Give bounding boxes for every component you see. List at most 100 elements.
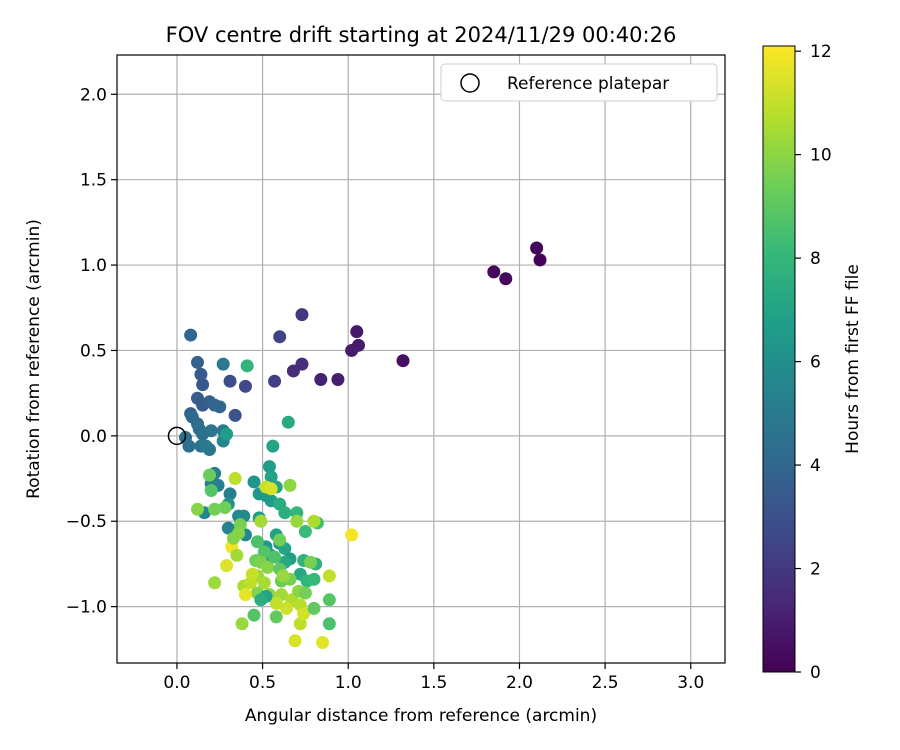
data-point: [266, 439, 280, 453]
y-tick-label: −1.0: [66, 598, 107, 618]
colorbar-tick-label: 10: [810, 146, 832, 166]
data-point: [499, 272, 513, 286]
data-point: [283, 478, 297, 492]
data-point: [223, 487, 237, 501]
colorbar-tick-label: 6: [810, 353, 821, 373]
data-point: [307, 514, 321, 528]
data-points: [179, 241, 547, 650]
data-point: [293, 617, 307, 631]
data-point: [238, 379, 252, 393]
data-point: [316, 636, 330, 650]
data-point: [257, 545, 271, 559]
data-point: [216, 357, 230, 371]
y-tick-label: 1.5: [80, 171, 107, 191]
colorbar-tick-label: 8: [810, 249, 821, 269]
data-point: [194, 367, 208, 381]
data-point: [196, 378, 210, 392]
y-tick-label: 1.0: [80, 256, 107, 276]
data-point: [297, 606, 311, 620]
data-point: [290, 514, 304, 528]
data-point: [238, 588, 252, 602]
data-point: [345, 343, 359, 357]
data-point: [245, 567, 259, 581]
y-tick-label: −0.5: [66, 512, 107, 532]
data-point: [199, 439, 213, 453]
plot-area: [117, 55, 725, 663]
data-point: [221, 521, 235, 535]
data-point: [322, 593, 336, 607]
data-point: [204, 484, 218, 498]
x-tick-label: 2.5: [592, 673, 619, 693]
x-axis-label: Angular distance from reference (arcmin): [245, 706, 597, 726]
legend-box: [440, 63, 718, 102]
data-point: [182, 439, 196, 453]
data-point: [228, 472, 242, 486]
data-point: [268, 550, 282, 564]
plot-frame: [116, 54, 726, 664]
data-point: [276, 569, 290, 583]
data-point: [273, 533, 287, 547]
data-point: [281, 415, 295, 429]
data-point: [345, 528, 359, 542]
data-point: [204, 424, 218, 438]
data-point: [257, 576, 271, 590]
data-point: [213, 400, 227, 414]
data-point: [220, 427, 234, 441]
legend-entry-reference-platepar: Reference platepar: [507, 74, 669, 94]
data-point: [250, 535, 264, 549]
data-point: [350, 325, 364, 339]
x-tick-label: 0.5: [249, 673, 276, 693]
data-point: [307, 572, 321, 586]
y-tick-label: 0.0: [80, 427, 107, 447]
data-point: [533, 253, 547, 267]
x-tick-label: 0.0: [163, 673, 190, 693]
data-point: [286, 364, 300, 378]
legend-marker: [460, 73, 480, 93]
data-point: [223, 374, 237, 388]
colorbar-gradient: [762, 45, 796, 673]
data-point: [331, 372, 345, 386]
data-point: [280, 601, 294, 615]
colorbar-tick-label: 4: [810, 456, 821, 476]
data-point: [264, 470, 278, 484]
reference-platepar-marker: [167, 426, 187, 446]
data-point: [232, 526, 246, 540]
data-point: [247, 475, 261, 489]
data-point: [235, 617, 249, 631]
colorbar: 0 2 4 6 8 10 12 Hours from first FF file: [762, 42, 863, 683]
data-point: [268, 374, 282, 388]
data-point: [190, 355, 204, 369]
data-point: [304, 555, 318, 569]
y-axis-ticks: −1.0 −0.5 0.0 0.5 1.0 1.5 2.0: [66, 85, 117, 618]
x-axis-ticks: 0.0 0.5 1.0 1.5 2.0 2.5 3.0: [163, 663, 704, 693]
colorbar-tick-label: 12: [810, 42, 832, 62]
data-point: [208, 502, 222, 516]
colorbar-tick-label: 2: [810, 560, 821, 580]
data-point: [322, 617, 336, 631]
colorbar-tick-label: 0: [810, 663, 821, 683]
colorbar-ticks: 0 2 4 6 8 10 12: [795, 42, 832, 683]
data-point: [288, 634, 302, 648]
data-point: [262, 460, 276, 474]
data-point: [230, 548, 244, 562]
data-point: [307, 601, 321, 615]
data-point: [220, 559, 234, 573]
data-point: [228, 408, 242, 422]
colorbar-label: Hours from first FF file: [843, 264, 863, 454]
data-point: [184, 328, 198, 342]
data-point: [269, 596, 283, 610]
data-point: [264, 482, 278, 496]
x-tick-label: 1.5: [420, 673, 447, 693]
data-point: [190, 502, 204, 516]
y-tick-label: 2.0: [80, 85, 107, 105]
data-point: [396, 354, 410, 368]
data-point: [298, 586, 312, 600]
data-point: [208, 576, 222, 590]
x-tick-label: 1.0: [335, 673, 362, 693]
data-point: [254, 514, 268, 528]
chart-title: FOV centre drift starting at 2024/11/29 …: [166, 23, 677, 47]
data-point: [322, 569, 336, 583]
x-tick-label: 2.0: [506, 673, 533, 693]
data-point: [278, 506, 292, 520]
